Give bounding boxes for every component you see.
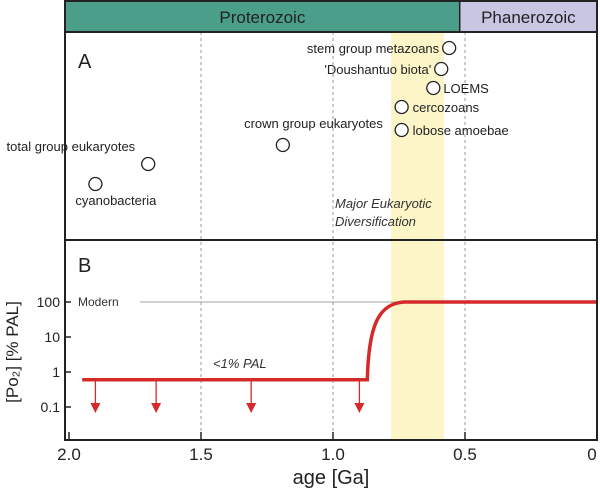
point-label: lobose amoebae [413, 123, 509, 138]
data-point [141, 156, 156, 172]
y-axis-label: [Po₂] [% PAL] [3, 301, 22, 403]
data-point [88, 176, 103, 192]
era-bar-phanerozoic [459, 1, 597, 32]
era-label-phanerozoic: Phanerozoic [481, 8, 576, 27]
era-bar-proterozoic [65, 1, 460, 32]
y-tick-label: 100 [37, 294, 61, 310]
data-point [442, 40, 457, 56]
point-label: 'Doushantuo biota' [324, 62, 431, 77]
panel-label-a: A [78, 51, 92, 73]
modern-label: Modern [78, 295, 119, 309]
annotation-pal: <1% PAL [213, 356, 267, 371]
point-label: total group eukaryotes [7, 139, 136, 154]
data-point [394, 122, 409, 138]
era-label-proterozoic: Proterozoic [219, 8, 305, 27]
y-tick-label: 0.1 [41, 399, 61, 415]
highlight-band [391, 32, 444, 440]
data-point [275, 137, 290, 153]
x-tick-label: 2.0 [57, 445, 81, 464]
y-tick-label: 10 [44, 329, 60, 345]
panel-label-b: B [78, 255, 91, 277]
arrowhead-icon [151, 403, 162, 413]
point-label: cyanobacteria [75, 193, 157, 208]
arrowhead-icon [354, 403, 365, 413]
data-point [434, 61, 449, 77]
x-tick-label: 1.5 [189, 445, 213, 464]
x-tick-label: 0.5 [453, 445, 477, 464]
x-tick-label: 0 [587, 445, 596, 464]
point-label: LOEMS [443, 81, 489, 96]
point-label: cercozoans [413, 100, 480, 115]
data-point [394, 99, 409, 115]
arrowhead-icon [90, 403, 101, 413]
band-label-1: Major Eukaryotic [335, 196, 432, 211]
o2-series-line [82, 300, 597, 382]
x-tick-label: 1.0 [321, 445, 345, 464]
plot-frame [64, 0, 598, 441]
point-label: stem group metazoans [307, 41, 440, 56]
band-label-2: Diversification [335, 214, 416, 229]
x-axis-label: age [Ga] [293, 467, 370, 489]
arrowhead-icon [246, 403, 257, 413]
y-tick-label: 1 [52, 364, 60, 380]
data-point [426, 80, 441, 96]
point-label: crown group eukaryotes [244, 116, 383, 131]
